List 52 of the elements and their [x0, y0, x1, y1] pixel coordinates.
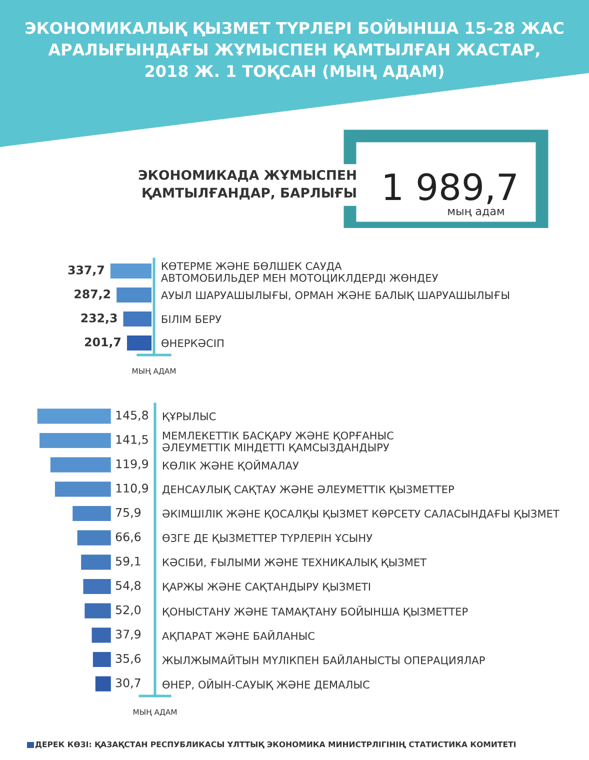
y-tick-label: ӨНЕРКӘСІП	[162, 339, 224, 348]
data-label: 30,7	[116, 678, 140, 688]
data-label: 37,9	[116, 630, 141, 640]
bar	[83, 578, 111, 594]
data-label: 232,3	[81, 313, 117, 324]
y-tick-label: КӨЛІК ЖӘНЕ ҚОЙМАЛАУ	[162, 460, 299, 472]
bar	[72, 506, 111, 522]
data-label: 119,9	[116, 459, 148, 470]
bar	[77, 530, 111, 546]
data-label: 337,7	[68, 265, 104, 276]
data-label: 66,6	[116, 532, 141, 542]
text: ЭКОНОМИКАЛЫҚ ҚЫЗМЕТ ТҮРЛЕРІ БОЙЫНША 15-28 ЖАС АРАЛЫҒЫНДАҒЫ ЖҰМЫСПЕН ҚАМТЫЛҒАН ЖАСТАР, 2018 Ж. 1 ТОҚСАН (МЫҢ АДАМ)	[26, 19, 564, 80]
y-tick-label: ДЕНСАУЛЫҚ САҚТАУ ЖӘНЕ ӘЛЕУМЕТТІК ҚЫЗМЕТТЕР	[162, 485, 454, 495]
bar	[110, 264, 152, 278]
data-label: 59,1	[116, 556, 140, 567]
bar	[81, 554, 111, 570]
text: мың адам	[448, 208, 504, 217]
y-tick-label: АҚПАРАТ ЖӘНЕ БАЙЛАНЫС	[162, 630, 314, 642]
data-label: 54,8	[116, 580, 141, 592]
y-tick-label: ЖЫЛЖЫМАЙТЫН МҮЛІКПЕН БАЙЛАНЫСТЫ ОПЕРАЦИЯЛАР	[162, 654, 485, 666]
data-label: 52,0	[116, 605, 141, 616]
bar	[123, 312, 152, 326]
y-tick-label: КӘСІБИ, ҒЫЛЫМИ ЖӘНЕ ТЕХНИКАЛЫҚ ҚЫЗМЕТ	[162, 558, 427, 568]
y-tick-label: ҚАРЖЫ ЖӘНЕ САҚТАНДЫРУ ҚЫЗМЕТІ	[162, 582, 370, 592]
y-tick-label: ӘКІМШІЛІК ЖӘНЕ ҚОСАЛҚЫ ҚЫЗМЕТ КӨРСЕТУ САЛАСЫНДАҒЫ ҚЫЗМЕТ	[162, 510, 560, 520]
y-tick-label: АУЫЛ ШАРУАШЫЛЫҒЫ, ОРМАН ЖӘНЕ БАЛЫҚ ШАРУАШЫЛЫҒЫ	[161, 291, 510, 301]
bar	[126, 336, 152, 350]
data-label: 145,8	[116, 410, 148, 421]
y-tick-label: БІЛІМ БЕРУ	[162, 315, 222, 324]
bar	[84, 603, 111, 618]
bar	[40, 432, 111, 448]
data-label: 287,2	[74, 289, 110, 300]
bar	[116, 288, 152, 302]
data-label: 141,5	[116, 435, 148, 446]
data-label: 75,9	[116, 508, 141, 518]
data-label: 35,6	[116, 654, 141, 664]
y-tick-label: КӨТЕРМЕ ЖӘНЕ БӨЛШЕК САУДА АВТОМОБИЛЬДЕР МЕН МОТОЦИКЛДЕРДІ ЖӨНДЕУ	[161, 262, 438, 284]
y-tick-label: ҚҰРЫЛЫС	[162, 412, 216, 422]
bar	[92, 652, 111, 668]
data-label: 201,7	[85, 337, 120, 348]
y-tick-label: ӨЗГЕ ДЕ ҚЫЗМЕТТЕР ТҮРЛЕРІН ҰСЫНУ	[162, 534, 372, 544]
y-tick-label: МЕМЛЕКЕТТІК БАСҚАРУ ЖӘНЕ ҚОРҒАНЫС ӘЛЕУМЕТТІК МІНДЕТТІ ҚАМСЫЗДАНДЫРУ	[162, 432, 394, 453]
data-label: 110,9	[116, 484, 148, 494]
bar	[37, 408, 111, 424]
y-tick-label: ҚОНЫСТАНУ ЖӘНЕ ТАМАҚТАНУ БОЙЫНША ҚЫЗМЕТТЕР	[162, 606, 468, 618]
bar	[95, 676, 111, 692]
y-tick-label: ӨНЕР, ОЙЫН-САУЫҚ ЖӘНЕ ДЕМАЛЫС	[162, 678, 370, 690]
bar	[92, 628, 111, 643]
bar	[50, 457, 111, 472]
text: ЭКОНОМИКАДА ЖҰМЫСПЕН ҚАМТЫЛҒАНДАР, БАРЛЫҒЫ	[138, 170, 356, 200]
bar	[54, 482, 111, 497]
text: 1 989,7	[385, 173, 516, 204]
